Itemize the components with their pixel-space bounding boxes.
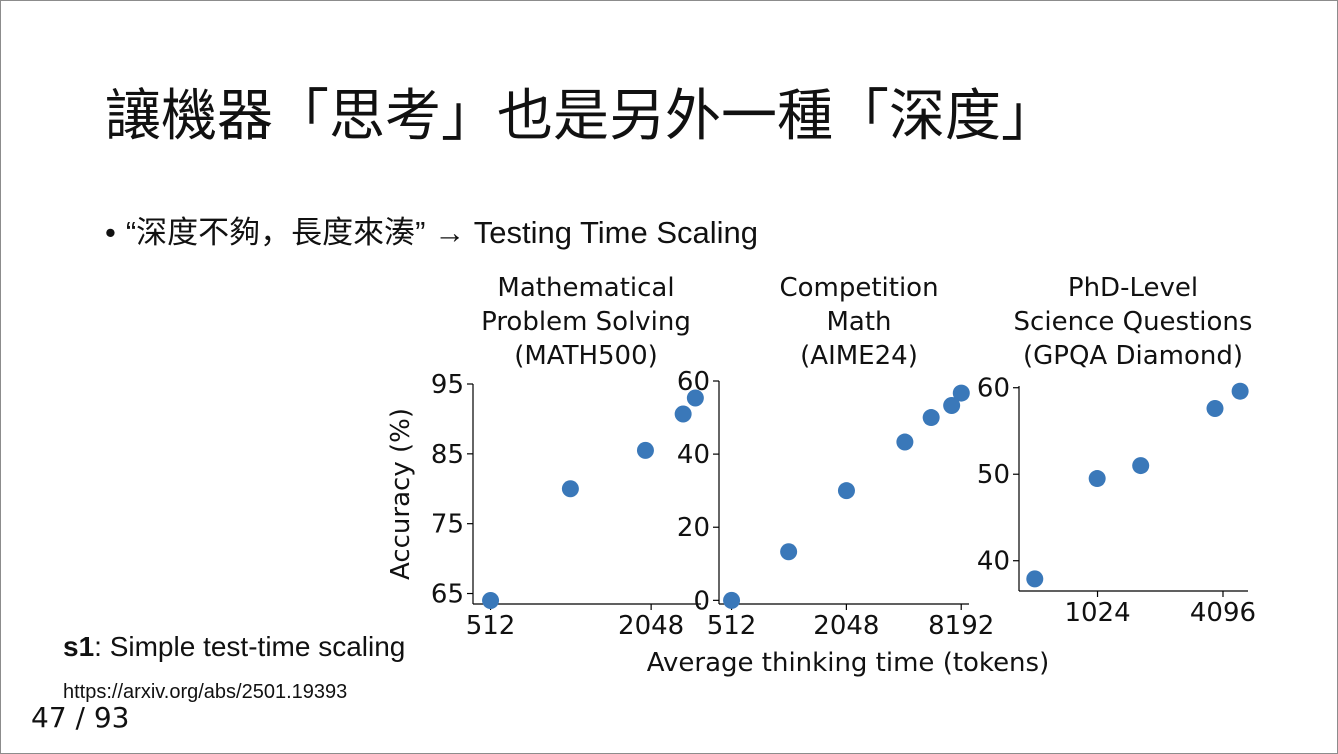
chart-3-point-5: [1231, 382, 1249, 400]
chart-3-point-1: [1026, 570, 1044, 588]
chart-2-y-tick-label: 0: [693, 586, 710, 616]
chart-1-y-tick-label: 85: [431, 440, 464, 470]
chart-3-title-line-3: (GPQA Diamond): [1023, 341, 1243, 371]
chart-2-point-4: [896, 433, 914, 451]
chart-1-point-4: [674, 405, 692, 423]
chart-1-x-tick-label: 2048: [618, 611, 684, 641]
chart-3-x-tick-label: 1024: [1064, 598, 1130, 628]
chart-2-y-tick-label: 20: [677, 513, 710, 543]
chart-3-point-3: [1132, 457, 1150, 475]
chart-1-y-tick-label: 65: [431, 580, 464, 610]
chart-1-point-2: [561, 480, 579, 498]
chart-x-axis-label: Average thinking time (tokens): [647, 648, 1049, 678]
chart-3-y-tick-label: 40: [977, 547, 1010, 577]
paper-reference: s1: Simple test-time scaling: [63, 631, 405, 663]
chart-3-x-tick-label: 4096: [1190, 598, 1256, 628]
chart-2-point-5: [922, 409, 940, 427]
chart-2-point-3: [837, 482, 855, 500]
chart-2-y-tick-label: 60: [677, 367, 710, 397]
chart-2-x-tick-label: 2048: [813, 611, 879, 641]
chart-2-point-7: [952, 384, 970, 402]
slide-title: 讓機器「思考」也是另外一種「深度」: [105, 84, 1057, 149]
chart-1-point-5: [686, 389, 704, 407]
chart-3-title-line-2: Science Questions: [1014, 307, 1253, 337]
chart-1-y-tick-label: 75: [431, 510, 464, 540]
chart-1-y-tick-label: 95: [431, 370, 464, 400]
chart-2-x-tick-label: 512: [707, 611, 757, 641]
bullet-line: • “深度不夠，長度來湊” → Testing Time Scaling: [105, 207, 758, 252]
paper-url: https://arxiv.org/abs/2501.19393: [63, 681, 348, 703]
chart-3-point-4: [1206, 399, 1224, 417]
chart-2-y-tick-label: 40: [677, 440, 710, 470]
paper-subtitle: : Simple test-time scaling: [94, 631, 406, 662]
chart-3-y-tick-label: 60: [977, 374, 1010, 404]
chart-2-title-line-2: Math: [826, 307, 891, 337]
chart-2-point-2: [780, 543, 798, 561]
chart-1-point-1: [482, 592, 500, 610]
chart-2-x-tick-label: 8192: [928, 611, 994, 641]
chart-2-title-line-1: Competition: [779, 273, 938, 303]
page-number: 47 / 93: [31, 701, 130, 734]
chart-1-x-tick-label: 512: [466, 611, 516, 641]
chart-3-title-line-1: PhD-Level: [1068, 273, 1198, 303]
chart-1-point-3: [636, 441, 654, 459]
chart-3-point-2: [1088, 470, 1106, 488]
paper-name: s1: [63, 631, 95, 662]
chart-1-title-line-3: (MATH500): [514, 341, 658, 371]
chart-2-point-1: [723, 591, 741, 609]
bullet-text: “深度不夠，長度來湊” → Testing Time Scaling: [125, 215, 759, 250]
chart-1-y-label: Accuracy (%): [386, 408, 416, 580]
chart-2-point-6: [943, 396, 961, 414]
chart-1-title-line-1: Mathematical: [497, 273, 674, 303]
chart-1-title-line-2: Problem Solving: [481, 307, 691, 337]
chart-3-y-tick-label: 50: [977, 460, 1010, 490]
chart-2-title-line-3: (AIME24): [800, 341, 918, 371]
bullet-dot: •: [105, 215, 116, 250]
